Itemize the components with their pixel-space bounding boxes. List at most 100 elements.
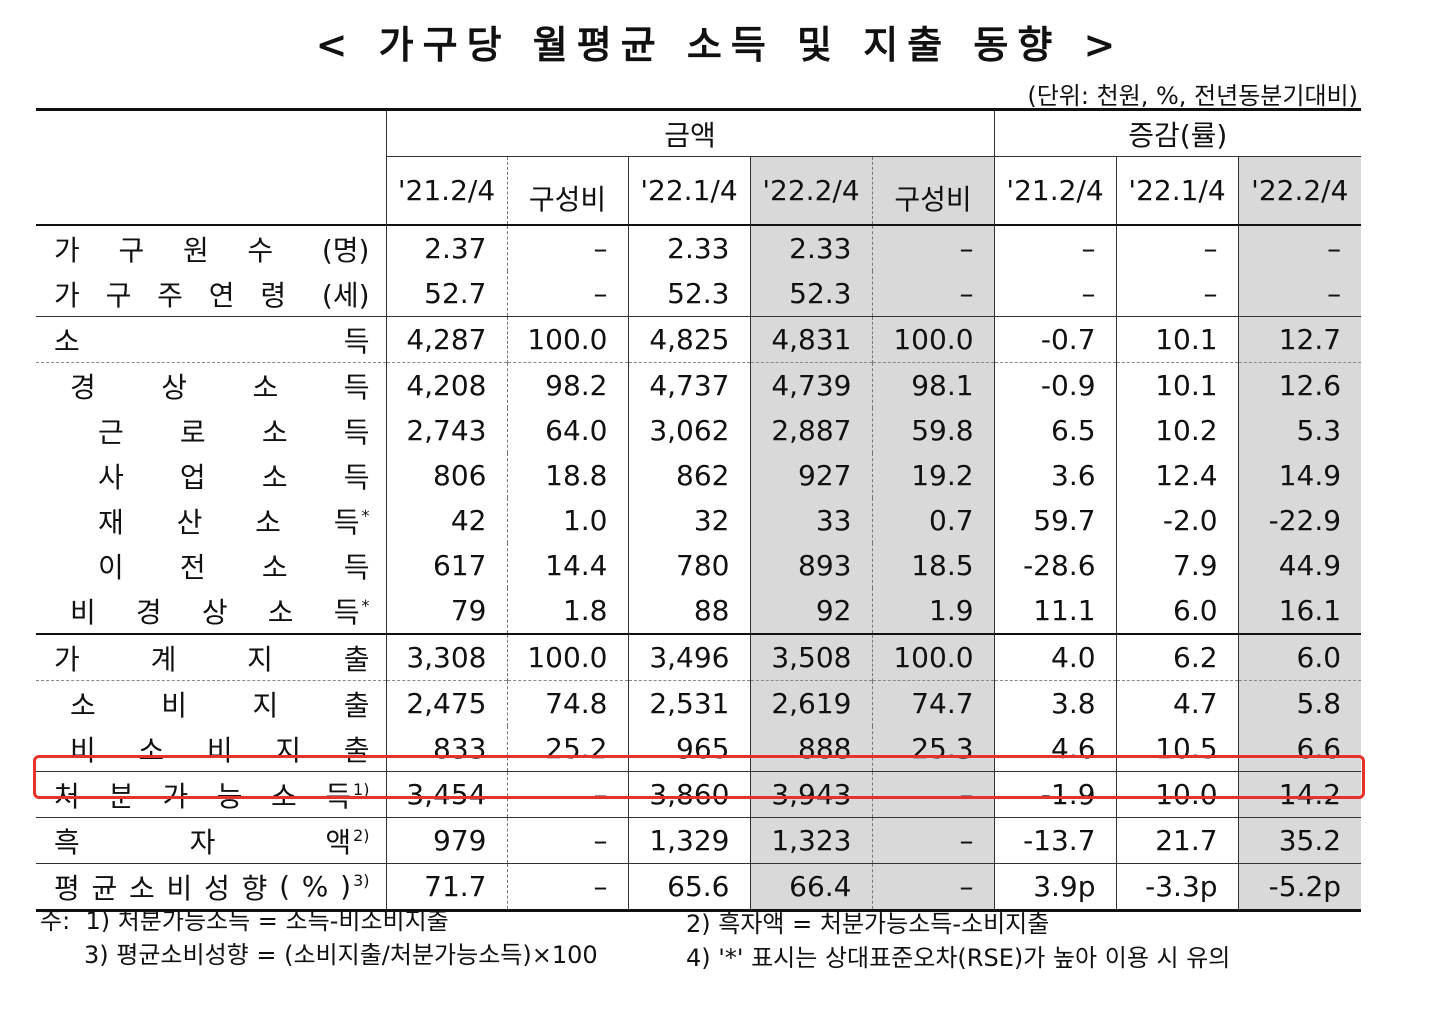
table-cell: 98.1	[871, 362, 995, 408]
footnotes: 주: 1) 처분가능소득 = 소득-비소비지출 3) 평균소비성향 = (소비지…	[40, 904, 598, 972]
row-unit: (명)	[321, 233, 370, 267]
row-label-char: 분	[108, 779, 135, 813]
table-row: 재 산 소 득 * 42 1.0 32 33 0.7 59.7 -2.0 -22.9	[36, 498, 1362, 543]
table-cell: 3.9p	[993, 863, 1117, 911]
row-label-char: 전	[179, 550, 206, 584]
table-cell: 10.5	[1115, 726, 1239, 772]
table-cell: 2.33	[627, 225, 750, 271]
table-row: 가 구 원 수 (명) 2.37–2.33 2.33– – – –	[36, 225, 1362, 271]
table-cell: 59.8	[871, 408, 995, 453]
table-cell: 2,619	[749, 680, 872, 726]
table-cell: –	[1237, 225, 1362, 271]
row-label-last: ) 3)	[340, 870, 369, 903]
table-cell: -28.6	[993, 543, 1117, 588]
row-label-char: 비	[206, 733, 233, 767]
row-label-char: 득	[343, 460, 370, 494]
table-cell: -22.9	[1237, 498, 1362, 543]
row-label-char: 출	[343, 688, 370, 722]
table-cell: –	[993, 271, 1117, 317]
page-title: < 가구당 월평균 소득 및 지출 동향 >	[315, 22, 1125, 67]
table-cell: 6.5	[993, 408, 1117, 453]
row-label-char: 계	[150, 642, 177, 676]
table-cell: 3.6	[993, 453, 1117, 498]
table-cell: 6.2	[1115, 633, 1239, 681]
row-label-char: 소	[70, 688, 96, 722]
row-label-char: 소	[255, 505, 281, 539]
table-cell: 965	[627, 726, 750, 772]
row-label: 가 구 주 연 령 (세)	[36, 271, 386, 317]
table-cell: 6.0	[1237, 633, 1362, 681]
row-label-char: 소	[271, 779, 297, 813]
row-label-char: 업	[179, 460, 206, 494]
table-cell: 66.4	[749, 863, 872, 911]
table-cell: –	[506, 271, 628, 317]
row-label-char: 가	[162, 779, 189, 813]
table-row: 근 로 소 득 2,743 64.0 3,062 2,887 59.8 6.5 10.2 5.3	[36, 408, 1362, 453]
table-cell: 35.2	[1237, 817, 1362, 864]
table-cell: 52.3	[627, 271, 750, 317]
table-row: 경 상 소 득 4,208 98.2 4,737 4,739 98.1 -0.9 10.1 12.6	[36, 362, 1362, 408]
table-cell: 0.7	[871, 498, 995, 543]
row-label-char: 산	[176, 505, 203, 539]
table-row: 평 균 소 비 성 향(%) 3) 71.7–65.6 66.4–3.9p -3.3p -5.2p	[36, 863, 1362, 911]
table-cell: 3,943	[749, 771, 872, 818]
table-cell: 888	[749, 726, 872, 772]
table-cell: 52.7	[385, 271, 507, 317]
table-cell: 10.0	[1115, 771, 1239, 818]
row-label-char: 로	[179, 415, 206, 449]
col-header: '21.2/4	[385, 156, 507, 225]
row-label-char: 지	[252, 688, 279, 722]
table-cell: 19.2	[871, 453, 995, 498]
table-cell: 10.1	[1115, 362, 1239, 408]
row-label-last: 액 2)	[325, 821, 369, 861]
table-cell: 3,308	[385, 633, 507, 681]
table-cell: 44.9	[1237, 543, 1362, 588]
row-label-char: 비	[70, 595, 96, 629]
table-cell: –	[506, 863, 628, 911]
row-label-char: 연	[208, 278, 235, 312]
table-cell: -0.7	[993, 316, 1117, 363]
table-cell: 979	[385, 817, 507, 864]
footnote-marker: *	[361, 596, 370, 616]
table-cell: -2.0	[1115, 498, 1239, 543]
row-label-char: 향	[241, 871, 268, 905]
row-label-char: 흑	[54, 825, 80, 859]
table-row: 가 구 주 연 령 (세) 52.7–52.3 52.3– – – –	[36, 271, 1362, 317]
table-cell: 52.3	[749, 271, 872, 317]
row-label-char: 가	[54, 233, 80, 267]
table-cell: –	[1115, 225, 1239, 271]
footnote-marker: 2)	[353, 826, 370, 846]
table-cell: 833	[385, 726, 507, 772]
col-header: '22.1/4	[627, 156, 750, 225]
table-cell: 25.3	[871, 726, 995, 772]
table-row: 가 계 지 출 3,308 100.0 3,496 3,508 100.0 4.0 6.2 6.0	[36, 633, 1362, 681]
row-label-char: 소	[129, 871, 155, 905]
table-cell: 3,496	[627, 633, 750, 681]
row-label-char: 소	[267, 595, 294, 629]
row-label-char: 소	[261, 550, 288, 584]
table-cell: 4,739	[749, 362, 872, 408]
table-row: 비 경 상 소 득 * 79 1.8 88 92 1.9 11.1 6.0 16.1	[36, 588, 1362, 634]
col-header: '22.1/4	[1115, 156, 1239, 225]
table-cell: 1,329	[627, 817, 750, 864]
table-row: 이 전 소 득 617 14.4 780 893 18.5 -28.6 7.9 44.9	[36, 543, 1362, 588]
row-label-char: 비	[70, 733, 96, 767]
row-label: 처 분 가 능 소 득 1)	[36, 771, 386, 818]
table-cell: 10.2	[1115, 408, 1239, 453]
table-cell: –	[871, 225, 995, 271]
table-cell: 5.3	[1237, 408, 1362, 453]
table-cell: –	[506, 817, 628, 864]
table-row: 비 소 비 지 출 833 25.2 965 888 25.3 4.6 10.5 6.6	[36, 726, 1362, 772]
note-1: 1) 처분가능소득 = 소득-비소비지출	[85, 907, 449, 935]
table-cell: 32	[627, 498, 750, 543]
row-label-char: 득	[343, 415, 370, 449]
table-cell: 100.0	[871, 316, 995, 363]
row-label-char: 원	[182, 233, 209, 267]
row-label-char: %	[301, 870, 329, 903]
row-label-char: 소	[54, 324, 80, 358]
table-cell: 4,737	[627, 362, 750, 408]
